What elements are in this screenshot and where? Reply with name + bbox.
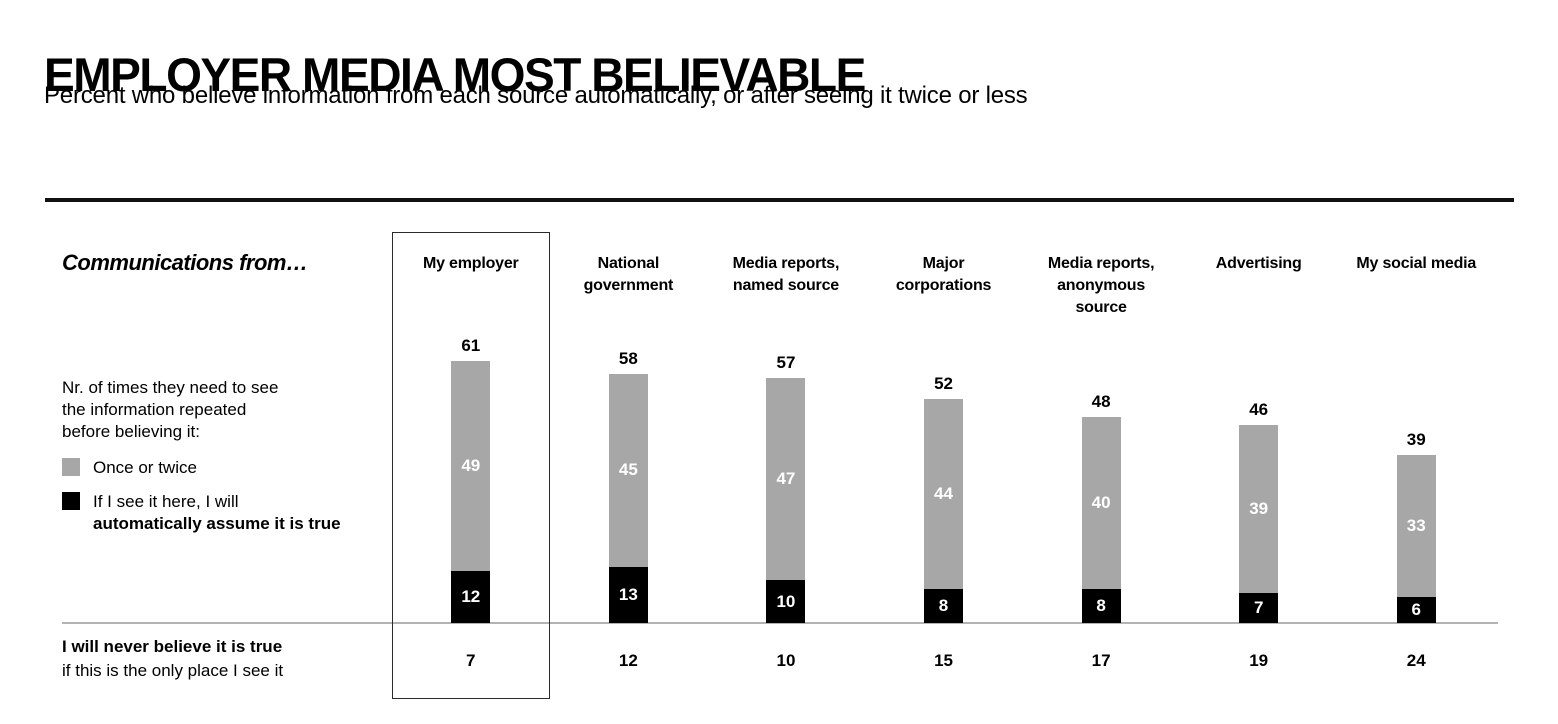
stacked-bar-chart: My employer 61 49 12 7 National government 58 4… [392,232,1495,699]
never-believe-value: 10 [776,651,796,670]
bar-segment-once-or-twice: 49 [451,360,491,572]
bar-segment-once-or-twice: 39 [1239,425,1279,593]
chart-column-2: National government 58 45 13 12 [550,232,708,699]
never-believe-label-line2: if this is the only place I see it [62,661,284,680]
chart-column-6: Advertising 46 39 7 19 [1180,232,1338,699]
repeat-note-text: Nr. of times they need to see the inform… [62,378,279,441]
column-header: Advertising [1215,255,1302,272]
bar-total-label: 57 [776,352,796,372]
legend-auto-line1: If I see it here, I will [93,492,239,511]
bar-segment-once-or-twice: 33 [1396,455,1436,598]
never-believe-value: 24 [1406,651,1426,670]
legend-swatch-black-icon [62,492,80,510]
bar-total-label: 52 [934,374,953,394]
legend-item-once-or-twice: Once or twice [62,457,197,479]
bar-segment-automatically-assume: 12 [451,571,491,623]
bar-zone: 57 47 10 [707,332,865,623]
bar-zone: 46 39 7 [1180,332,1338,623]
bar-segment-once-or-twice: 47 [766,377,806,580]
chart-column-3: Media reports, named source 57 47 10 10 [707,232,865,699]
never-believe-label-line1: I will never believe it is true [62,637,283,656]
bar-segment-once-or-twice: 45 [608,373,648,568]
bar-total-label: 39 [1406,430,1426,450]
header-divider-line [45,198,1514,202]
column-header: National government [583,255,674,294]
legend-auto-line2: automatically assume it is true [93,514,341,533]
page-subtitle: Percent who believe information from eac… [44,82,1028,109]
column-header: Media reports, anonymous source [1047,255,1155,316]
bar-segment-automatically-assume: 13 [608,567,648,623]
never-believe-value: 15 [934,651,953,670]
bar-total-label: 48 [1091,391,1111,411]
legend-auto-label: If I see it here, I will automatically a… [93,491,341,535]
bar-total-label: 58 [618,348,638,368]
bar-segment-automatically-assume: 6 [1396,597,1436,623]
bar-total-label: 61 [461,335,481,355]
legend-once-label: Once or twice [93,458,197,477]
bar-segment-automatically-assume: 7 [1239,592,1279,623]
bar-total-label: 46 [1249,400,1269,420]
chart-column-5: Media reports, anonymous source 48 40 8 17 [1022,232,1180,699]
bar-segment-automatically-assume: 8 [924,588,964,623]
chart-column-7: My social media 39 33 6 24 [1337,232,1495,699]
page-title: EMPLOYER MEDIA MOST BELIEVABLE [44,48,866,102]
never-believe-value: 12 [618,651,638,670]
column-header: My social media [1356,255,1477,272]
column-header: Major corporations [895,255,992,294]
bar-segment-once-or-twice: 40 [1081,416,1121,589]
bar-segment-automatically-assume: 10 [766,580,806,623]
column-header: My employer [422,255,519,272]
communications-from-label: Communications from… [62,250,308,275]
bar-zone: 39 33 6 [1337,332,1495,623]
never-believe-value: 7 [466,651,476,670]
highlight-box-my-employer [392,232,550,699]
bar-zone: 61 49 12 [392,332,550,623]
never-believe-value: 17 [1091,651,1111,670]
bar-zone: 52 44 8 [865,332,1023,623]
never-believe-value: 19 [1249,651,1269,670]
column-header: Media reports, named source [732,255,840,294]
legend-item-automatically-assume: If I see it here, I will automatically a… [62,491,341,535]
chart-column-1: My employer 61 49 12 7 [392,232,550,699]
bar-zone: 58 45 13 [550,332,708,623]
bar-zone: 48 40 8 [1022,332,1180,623]
bar-segment-once-or-twice: 44 [924,399,964,589]
bar-segment-automatically-assume: 8 [1081,588,1121,623]
legend-swatch-gray-icon [62,458,80,476]
chart-column-4: Major corporations 52 44 8 15 [865,232,1023,699]
